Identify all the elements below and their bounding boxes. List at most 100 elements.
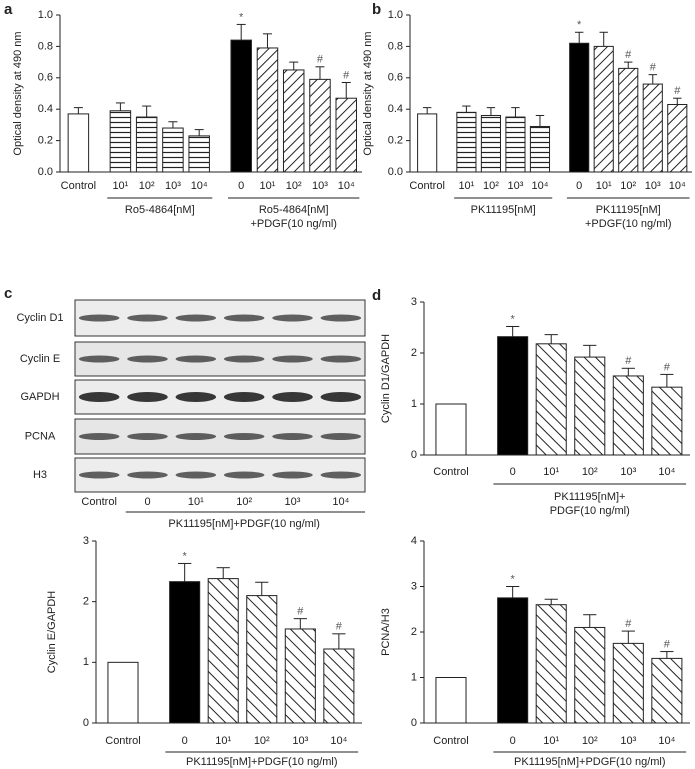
y-tick-label: 0.0 bbox=[38, 166, 53, 178]
blot-row-label: GAPDH bbox=[20, 391, 59, 403]
x-tick-label: Control bbox=[105, 735, 140, 747]
blot-band bbox=[127, 355, 168, 363]
bar bbox=[651, 386, 683, 456]
blot-band bbox=[78, 392, 120, 402]
blot-band bbox=[78, 433, 120, 440]
annotation: # bbox=[625, 49, 632, 61]
bar bbox=[667, 103, 688, 173]
bar bbox=[323, 648, 355, 724]
group-label: Ro5-4864[nM] bbox=[259, 204, 329, 216]
group-label: PK11195[nM]+PDGF(10 ng/ml) bbox=[514, 756, 666, 768]
x-tick-label: 10¹ bbox=[596, 180, 612, 192]
annotation: * bbox=[577, 19, 582, 31]
annotation: # bbox=[317, 54, 324, 66]
x-tick-label: 10¹ bbox=[543, 466, 559, 478]
bar bbox=[535, 343, 567, 456]
group-label: PK11195[nM]+PDGF(10 ng/ml) bbox=[186, 756, 338, 768]
panel-label: b bbox=[372, 1, 381, 18]
y-tick-label: 1 bbox=[411, 671, 417, 683]
blot-band bbox=[272, 471, 313, 479]
y-tick-label: 3 bbox=[411, 296, 417, 308]
y-tick-label: 0.0 bbox=[388, 166, 403, 178]
x-tick-label: 10⁴ bbox=[658, 735, 675, 747]
panel-label: c bbox=[4, 285, 12, 302]
x-tick-label: 10¹ bbox=[260, 180, 276, 192]
blot-band bbox=[78, 355, 120, 363]
x-tick-label: 0 bbox=[182, 735, 188, 747]
y-tick-label: 2 bbox=[411, 626, 417, 638]
bar bbox=[574, 626, 606, 724]
x-tick-label: 0 bbox=[510, 466, 516, 478]
x-tick-label: Control bbox=[433, 466, 468, 478]
bar bbox=[256, 47, 279, 173]
group-label: PDGF(10 ng/ml) bbox=[550, 505, 630, 517]
y-tick-label: 0.2 bbox=[38, 135, 53, 147]
group-label: PK11195[nM] bbox=[596, 204, 661, 216]
y-tick-label: 0.4 bbox=[38, 103, 53, 115]
x-tick-label: 10⁴ bbox=[531, 180, 548, 192]
annotation: # bbox=[336, 621, 343, 633]
x-tick-label: 0 bbox=[510, 735, 516, 747]
x-tick-label: 10² bbox=[582, 466, 598, 478]
blot-row-label: Cyclin D1 bbox=[16, 312, 63, 324]
x-tick-label: 10² bbox=[620, 180, 636, 192]
blot-band bbox=[175, 471, 217, 479]
blot-band bbox=[272, 433, 313, 440]
y-tick-label: 0.2 bbox=[388, 135, 403, 147]
y-tick-label: 0.4 bbox=[388, 103, 403, 115]
y-tick-label: 1 bbox=[83, 656, 89, 668]
blot-strip bbox=[74, 457, 366, 493]
blot-lane-label: 10¹ bbox=[188, 496, 204, 508]
bar bbox=[593, 45, 614, 173]
bar bbox=[107, 661, 139, 724]
y-tick-label: 0 bbox=[83, 717, 89, 729]
x-tick-label: 10³ bbox=[507, 180, 523, 192]
panel-label: d bbox=[372, 287, 381, 304]
bar bbox=[188, 135, 210, 173]
blot-band bbox=[78, 471, 120, 479]
bar bbox=[435, 403, 467, 456]
blot-strip bbox=[74, 379, 366, 415]
group-label: +PDGF(10 ng/ml) bbox=[250, 218, 337, 230]
blot-band bbox=[320, 433, 362, 440]
blot-band bbox=[320, 392, 362, 402]
bar bbox=[207, 578, 239, 724]
y-axis-title: Optical density at 490 nm bbox=[12, 31, 24, 155]
x-tick-label: 10² bbox=[483, 180, 499, 192]
x-tick-label: 10³ bbox=[292, 735, 308, 747]
bar bbox=[612, 375, 644, 456]
x-tick-label: 10¹ bbox=[543, 735, 559, 747]
x-tick-label: Control bbox=[433, 735, 468, 747]
group-label: Ro5-4864[nM] bbox=[125, 204, 195, 216]
x-tick-label: 10² bbox=[286, 180, 302, 192]
x-tick-label: 10⁴ bbox=[330, 735, 347, 747]
bar bbox=[535, 604, 567, 724]
blot-band bbox=[175, 355, 217, 363]
group-label: PK11195[nM]+ bbox=[554, 491, 625, 503]
annotation: * bbox=[183, 550, 188, 562]
bar bbox=[282, 69, 305, 173]
blot-band bbox=[223, 433, 265, 440]
blot-band bbox=[223, 392, 265, 402]
annotation: # bbox=[664, 638, 671, 650]
annotation: # bbox=[625, 355, 632, 367]
blot-band bbox=[223, 314, 265, 322]
blot-band bbox=[320, 314, 362, 322]
blot-strip bbox=[74, 418, 366, 455]
x-tick-label: 10³ bbox=[620, 466, 636, 478]
blot-band bbox=[223, 355, 265, 363]
x-tick-label: Control bbox=[61, 180, 96, 192]
blot-lane-label: 10³ bbox=[285, 496, 301, 508]
x-tick-label: Control bbox=[409, 180, 444, 192]
panel-label: a bbox=[4, 1, 13, 18]
blot-row-label: Cyclin E bbox=[20, 353, 60, 365]
x-tick-label: 10¹ bbox=[112, 180, 128, 192]
y-tick-label: 1 bbox=[411, 398, 417, 410]
blot-band bbox=[320, 471, 362, 479]
bar bbox=[529, 125, 551, 173]
annotation: # bbox=[297, 606, 304, 618]
group-label: +PDGF(10 ng/ml) bbox=[585, 218, 672, 230]
blot-band bbox=[272, 355, 313, 363]
y-axis-title: Cyclin D1/GAPDH bbox=[380, 334, 392, 423]
